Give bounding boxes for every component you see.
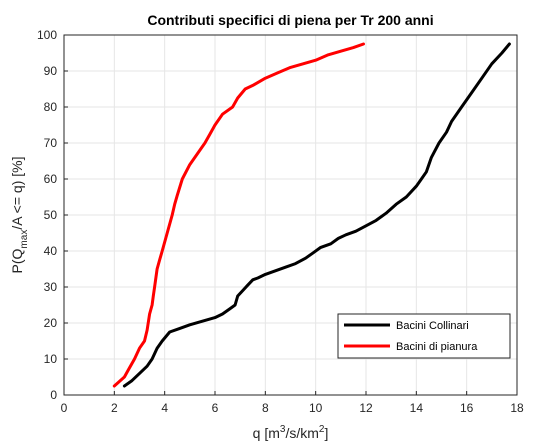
y-tick-label: 10 <box>44 352 58 366</box>
x-tick-label: 18 <box>510 401 524 415</box>
x-tick-label: 6 <box>212 401 219 415</box>
y-tick-label: 30 <box>44 280 58 294</box>
x-tick-label: 14 <box>410 401 424 415</box>
y-tick-label: 80 <box>44 100 58 114</box>
x-tick-label: 16 <box>460 401 474 415</box>
y-tick-label: 50 <box>44 208 58 222</box>
y-tick-label: 90 <box>44 64 58 78</box>
x-tick-label: 8 <box>262 401 269 415</box>
x-tick-label: 2 <box>111 401 118 415</box>
series-line-bacini-collinari <box>122 42 511 388</box>
x-tick-labels: 0 2 4 6 8 10 12 14 16 18 <box>61 401 524 415</box>
legend: Bacini Collinari Bacini di pianura <box>337 313 511 359</box>
x-axis-label: q [m3/s/km2] <box>253 424 329 441</box>
y-tick-label: 70 <box>44 136 58 150</box>
chart-title: Contributi specifici di piena per Tr 200… <box>147 12 433 28</box>
x-tick-label: 0 <box>61 401 68 415</box>
y-tick-labels: 0 10 20 30 40 50 60 70 80 90 100 <box>37 28 57 402</box>
x-tick-label: 12 <box>359 401 373 415</box>
y-tick-label: 0 <box>50 388 57 402</box>
x-tick-label: 4 <box>161 401 168 415</box>
y-tick-label: 100 <box>37 28 57 42</box>
x-tick-label: 10 <box>309 401 323 415</box>
y-tick-label: 40 <box>44 244 58 258</box>
y-tick-label: 60 <box>44 172 58 186</box>
y-tick-label: 20 <box>44 316 58 330</box>
legend-label-bacini-di-pianura: Bacini di pianura <box>396 341 478 353</box>
ticks <box>63 34 518 396</box>
legend-box <box>337 313 511 359</box>
series-layer <box>112 42 511 388</box>
y-axis-label: P(Qmax/A <= q) [%] <box>9 157 30 274</box>
legend-label-bacini-collinari: Bacini Collinari <box>396 320 469 332</box>
series-line-bacini-di-pianura <box>112 42 365 388</box>
